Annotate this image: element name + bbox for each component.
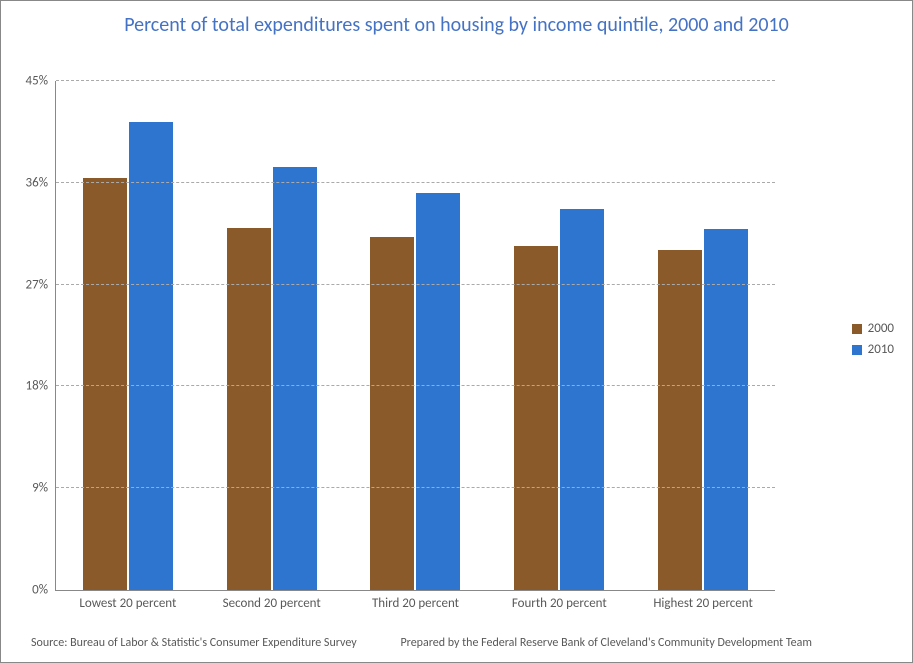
plot-area: Lowest 20 percentSecond 20 percentThird … xyxy=(55,81,775,591)
bar xyxy=(129,122,173,590)
bar xyxy=(273,167,317,590)
bar-group: Lowest 20 percent xyxy=(56,81,200,590)
bar xyxy=(416,193,460,590)
chart-title: Percent of total expenditures spent on h… xyxy=(1,1,912,37)
legend-label: 2000 xyxy=(868,321,894,336)
chart-container: Percent of total expenditures spent on h… xyxy=(0,0,913,663)
y-tick-label: 36% xyxy=(26,175,56,190)
bar-group: Highest 20 percent xyxy=(631,81,775,590)
gridline xyxy=(56,80,775,81)
bar xyxy=(514,246,558,590)
y-tick-label: 45% xyxy=(26,74,56,89)
bar xyxy=(83,178,127,590)
x-tick-label: Fourth 20 percent xyxy=(512,590,607,611)
bars-wrap: Lowest 20 percentSecond 20 percentThird … xyxy=(56,81,775,590)
y-tick-label: 27% xyxy=(26,277,56,292)
gridline xyxy=(56,182,775,183)
legend-swatch xyxy=(852,324,862,334)
x-tick-label: Second 20 percent xyxy=(223,590,321,611)
gridline xyxy=(56,284,775,285)
bar-group: Third 20 percent xyxy=(344,81,488,590)
prepared-text: Prepared by the Federal Reserve Bank of … xyxy=(400,636,812,650)
x-tick-label: Lowest 20 percent xyxy=(79,590,176,611)
y-tick-label: 9% xyxy=(32,481,56,496)
bar-group: Second 20 percent xyxy=(200,81,344,590)
bar xyxy=(560,209,604,590)
gridline xyxy=(56,487,775,488)
y-tick-label: 0% xyxy=(32,583,56,598)
legend-label: 2010 xyxy=(868,342,894,357)
x-tick-label: Third 20 percent xyxy=(372,590,459,611)
x-tick-label: Highest 20 percent xyxy=(653,590,753,611)
source-text: Source: Bureau of Labor & Statistic's Co… xyxy=(31,636,357,650)
bar-group: Fourth 20 percent xyxy=(487,81,631,590)
legend: 2000 2010 xyxy=(852,321,894,363)
y-tick-label: 18% xyxy=(26,379,56,394)
bar xyxy=(370,237,414,590)
bar xyxy=(658,250,702,590)
legend-swatch xyxy=(852,345,862,355)
legend-item: 2000 xyxy=(852,321,894,336)
bar xyxy=(227,228,271,590)
legend-item: 2010 xyxy=(852,342,894,357)
gridline xyxy=(56,385,775,386)
